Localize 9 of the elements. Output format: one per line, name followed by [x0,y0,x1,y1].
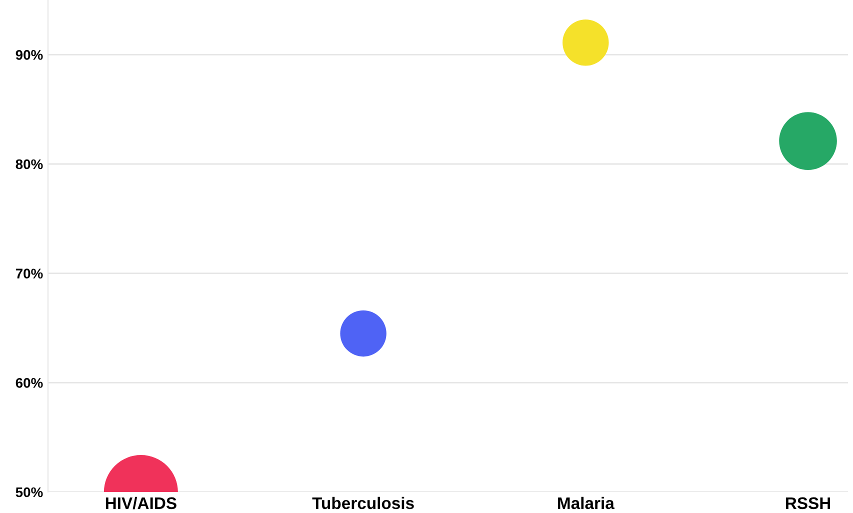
x-tick-label: RSSH [786,497,830,510]
x-tick-label: HIV/AIDS [106,496,176,510]
y-tick-label: 90% [16,50,43,60]
x-tick-label: Tuberculosis [312,496,414,510]
y-tick-label: 70% [16,268,43,279]
y-tick-label: 60% [16,378,43,388]
y-tick-label: 50% [16,487,43,498]
x-tick-label: Malaria [558,496,614,510]
y-tick-label: 80% [16,159,43,170]
